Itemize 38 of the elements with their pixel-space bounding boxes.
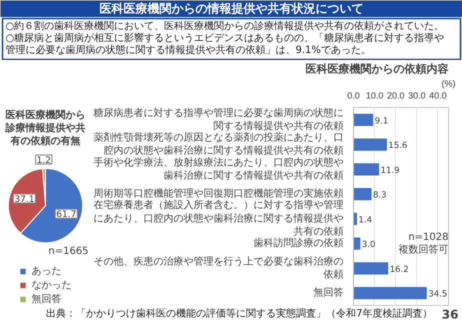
data-label: 34.5 xyxy=(428,290,448,300)
x-tick-label: 20.0 xyxy=(386,90,404,100)
text: 36 xyxy=(442,308,459,320)
y-tick-label: 薬剤性顎骨壊死等の原因となる薬剤の投薬にあたり、口腔内の状態や歯科治療に関する情報提供や共有の依頼 xyxy=(94,132,344,157)
text: 医科医療機関からの情報提供や共有状況について xyxy=(100,2,364,16)
data-label: 3.0 xyxy=(362,240,376,250)
data-label: 9.1 xyxy=(374,116,388,126)
data-label: 1.4 xyxy=(358,215,372,226)
y-tick-label: 歯科訪問診療の依頼 xyxy=(254,237,344,250)
annotation: 複数回答可 xyxy=(398,243,448,256)
x-tick-label: 0.0 xyxy=(347,90,360,100)
y-tick-label: その他、疾患の治療や管理を行う上で必要な歯科治療の依頼 xyxy=(94,255,344,280)
y-tick-label: 糖尿病患者に対する指導や管理に必要な歯周病の状態に関する情報提供や共有の依頼 xyxy=(94,106,344,132)
x-tick-label: 40.0 xyxy=(429,90,447,100)
legend-label: あった xyxy=(32,265,62,278)
x-axis-title: (%) xyxy=(442,78,456,88)
legend-label: 無回答 xyxy=(32,293,62,306)
data-label: 15.6 xyxy=(388,141,408,152)
text: n=1665 xyxy=(48,246,89,257)
x-tick-label: 30.0 xyxy=(408,90,426,100)
annotation: n=1028 xyxy=(408,232,449,243)
y-tick-label: 手術や化学療法、放射線療法にあたり、口腔内の状態や歯科治療に関する情報提供や共有の依頼 xyxy=(94,156,344,182)
chart-title: 医科医療機関から診療情報提供や共有の依頼の有無 xyxy=(4,109,86,147)
data-label: 11.9 xyxy=(380,166,400,176)
y-tick-label: 周術期等口腔機能管理や回復期口腔機能管理の実施依頼 xyxy=(94,188,344,200)
chart-title: 医科医療機関からの依頼内容 xyxy=(306,62,448,76)
source-note: 出典：「かかりつけ歯科医の機能の評価等に関する実態調査」（令和7年度検証調査） xyxy=(46,308,433,320)
x-tick-label: 10.0 xyxy=(366,90,384,100)
data-label: 16.2 xyxy=(390,264,409,275)
legend-label: なかった xyxy=(32,279,72,292)
y-tick-label: 在宅療養患者（施設入所者含む。）に対する指導や管理にあたり、口腔内の状態や歯科治療に関する情報提供や共有の依頼 xyxy=(94,199,344,238)
y-tick-label: 無回答 xyxy=(314,286,344,299)
text: ○糖尿病と歯周病が相互に影響するというエビデンスはあるものの、「糖尿病患者に対する指導や管理に必要な歯周病の状態に関する情報提供や共有の依頼」は、9.1%であった。 xyxy=(6,32,444,56)
data-label: 8.3 xyxy=(373,190,387,201)
text: ○約６割の歯科医療機関において、医科医療機関からの診療情報提供や共有の依頼がされていた。 xyxy=(6,20,444,32)
data-label: 61.7 xyxy=(56,210,76,220)
data-label: 1.2 xyxy=(36,156,51,166)
data-label: 37.1 xyxy=(14,194,34,205)
